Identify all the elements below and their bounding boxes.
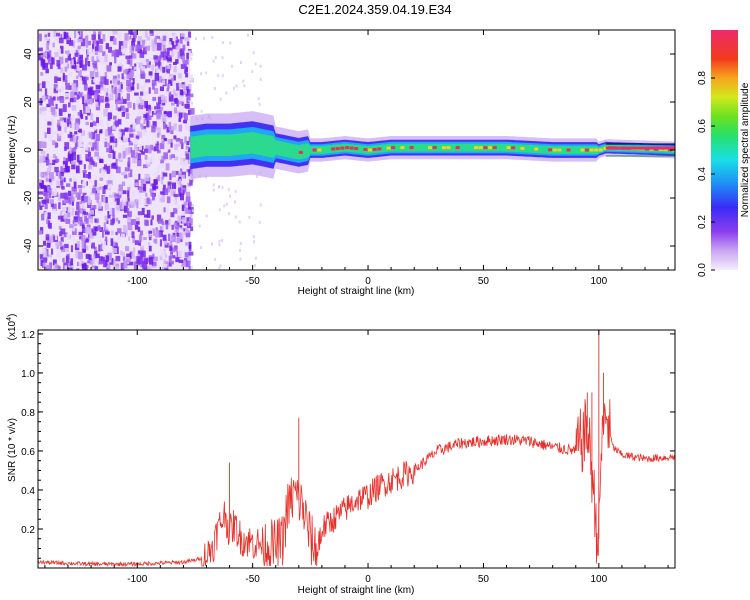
spectrogram-x-tick-label: -50 (245, 276, 260, 287)
snr-y-tick-label: 0.4 (21, 486, 35, 497)
snr-y-tick-label: 1.0 (21, 369, 35, 380)
spectrogram-x-tick-label: 100 (590, 276, 607, 287)
spectrogram-y-tick-label: 0 (23, 147, 34, 153)
signal-band-inner (190, 132, 675, 160)
snr-x-tick-label: 50 (478, 574, 490, 585)
snr-y-multiplier-exponent: 4 (6, 317, 13, 321)
page-title: C2E1.2024.359.04.19.E34 (298, 2, 452, 17)
snr-series-line (38, 399, 675, 568)
colorbar-tick-label: 0.4 (697, 167, 708, 181)
spectrogram-x-tick-label: 0 (365, 276, 371, 287)
snr-x-tick-label: 100 (590, 574, 607, 585)
snr-frame (37, 329, 676, 569)
spectrogram-x-tick-label: 50 (478, 276, 490, 287)
spectrogram-y-tick-label: 40 (23, 48, 34, 60)
snr-y-tick-label: 0.8 (21, 408, 35, 419)
spectrogram-x-tick-label: -100 (127, 276, 147, 287)
snr-plot-area (38, 330, 675, 568)
snr-y-tick-label: 1.2 (21, 330, 35, 341)
colorbar-tick-label: 0.8 (697, 71, 708, 85)
snr-panel: -100 -50 0 50 100 0.2 0.4 0.6 0.8 1.0 1.2 Height o… (6, 314, 676, 596)
snr-y-tick-label: 0.2 (21, 525, 35, 536)
snr-x-label: Height of straight line (km) (298, 585, 415, 596)
colorbar-tick-label: 0.6 (697, 119, 708, 133)
spectrogram-y-tick-label: 20 (23, 96, 34, 108)
colorbar-gradient (711, 30, 738, 270)
colorbar-tick-label: 0.0 (697, 263, 708, 277)
snr-y-tick-label: 0.6 (21, 447, 35, 458)
spectrogram-x-label: Height of straight line (km) (298, 286, 415, 297)
spectrogram-y-tick-label: -40 (23, 238, 34, 253)
colorbar: 0.0 0.2 0.4 0.6 0.8 Normalized spectral ampl… (697, 30, 750, 277)
spectrogram-panel: -100 -50 0 50 100 -40 -20 0 20 40 Height of strai… (7, 29, 676, 297)
colorbar-label: Normalized spectral amplitude (740, 82, 750, 217)
snr-x-tick-label: 0 (365, 574, 371, 585)
spectrogram-y-label: Frequency (Hz) (7, 116, 18, 185)
snr-y-multiplier: (x104) (6, 314, 18, 341)
colorbar-tick-label: 0.2 (697, 215, 708, 229)
snr-x-tick-label: -50 (245, 574, 260, 585)
snr-y-label: SNR (10 * v/v) (7, 418, 18, 482)
spectrogram-y-tick-label: -20 (23, 190, 34, 205)
noise-speckles (38, 30, 262, 270)
signal-tail (605, 146, 675, 150)
snr-x-tick-label: -100 (127, 574, 147, 585)
